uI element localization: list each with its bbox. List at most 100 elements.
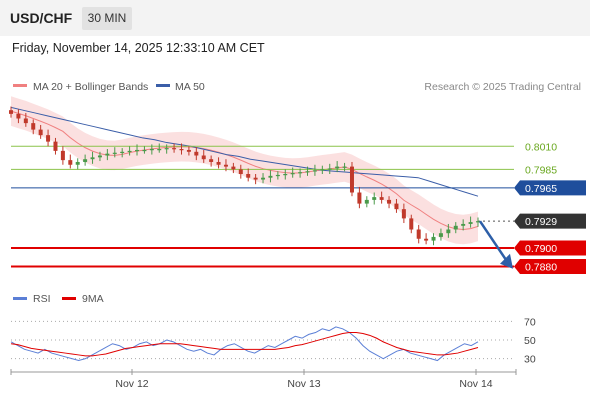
ma20-legend-swatch — [13, 84, 27, 87]
candle — [342, 162, 347, 172]
candle — [431, 233, 436, 246]
candle — [97, 151, 102, 162]
candle — [372, 192, 377, 205]
candle — [476, 217, 480, 227]
candle — [453, 222, 458, 234]
candle — [253, 174, 258, 185]
timeframe-button[interactable]: 30 MIN — [82, 7, 132, 30]
price-panel: 0.8010 0.7985 0.7965 0.7929 0.7900 0.7880 — [9, 96, 586, 274]
candle — [238, 164, 243, 179]
x-tick-label: Nov 14 — [459, 378, 492, 390]
price-legend: MA 20 + Bollinger Bands MA 50 Research ©… — [13, 81, 581, 93]
rsi-legend-swatch — [13, 297, 27, 300]
rsi-gridlines — [11, 320, 514, 360]
candle — [46, 129, 51, 147]
chart-header: USD/CHF 30 MIN — [0, 0, 590, 36]
timestamp-subtitle: Friday, November 14, 2025 12:33:10 AM CE… — [12, 41, 265, 55]
level-label-support: 0.7900 — [525, 243, 557, 255]
candle — [127, 146, 132, 156]
rsi-panel: 70 50 30 — [10, 316, 536, 366]
candle — [312, 164, 317, 176]
candle — [424, 233, 429, 245]
candle — [387, 196, 392, 209]
rsi-ma-line — [10, 332, 479, 357]
x-axis: Nov 12 Nov 13 Nov 14 — [10, 369, 517, 390]
candle — [461, 219, 466, 231]
level-lines — [11, 145, 514, 268]
candle — [142, 146, 147, 154]
candle — [298, 168, 303, 178]
candle — [135, 144, 140, 156]
x-tick-label: Nov 13 — [287, 378, 320, 390]
candle — [349, 161, 354, 197]
candle — [201, 149, 206, 163]
x-tick-label: Nov 12 — [115, 378, 148, 390]
candle — [112, 147, 117, 158]
candle — [409, 214, 414, 234]
x-tick-labels: Nov 12 Nov 13 Nov 14 — [115, 369, 493, 390]
ma50-legend-swatch — [156, 84, 170, 87]
candle — [446, 223, 451, 238]
candle — [275, 171, 280, 180]
level-tag-last: 0.7929 — [514, 213, 586, 229]
candle — [179, 143, 184, 155]
candle — [68, 154, 73, 169]
candle — [83, 154, 88, 166]
candle — [223, 159, 228, 172]
candle — [186, 146, 191, 156]
candle — [468, 216, 473, 228]
rsi-tick-label: 50 — [524, 335, 536, 347]
candle — [105, 149, 110, 161]
candle — [283, 169, 288, 180]
forecast-arrow — [478, 220, 513, 269]
level-label-support: 0.7880 — [525, 262, 557, 274]
candle — [194, 147, 199, 161]
candle — [216, 157, 221, 169]
bollinger-band — [11, 96, 478, 245]
level-label-pivot: 0.7965 — [525, 183, 557, 195]
level-label-resistance: 0.7985 — [525, 164, 557, 176]
level-label-last: 0.7929 — [525, 216, 557, 228]
candle — [231, 162, 236, 174]
candle — [16, 109, 21, 124]
candle — [209, 155, 214, 167]
candle — [327, 163, 332, 174]
candle — [149, 144, 154, 155]
candle — [364, 196, 369, 208]
candle — [120, 148, 125, 158]
candle — [172, 143, 177, 153]
candle — [379, 191, 384, 204]
candle — [60, 146, 65, 165]
candle — [305, 166, 310, 176]
candle — [53, 137, 58, 155]
level-tag-support: 0.7880 — [514, 259, 586, 274]
candle — [268, 170, 273, 183]
level-tag-pivot: 0.7965 — [514, 180, 586, 196]
candle — [164, 144, 169, 154]
level-label-resistance: 0.8010 — [525, 141, 557, 153]
candle — [75, 158, 80, 170]
candle — [394, 198, 399, 213]
candle — [157, 143, 162, 153]
candle — [23, 112, 28, 127]
candles — [9, 106, 480, 246]
candle — [9, 106, 13, 118]
candle — [38, 124, 43, 139]
candle — [246, 168, 251, 182]
ma9-legend-swatch — [62, 297, 76, 300]
ma50-line — [10, 106, 479, 197]
candle — [261, 173, 266, 184]
candle — [31, 119, 36, 135]
candle — [335, 161, 340, 173]
candle — [290, 167, 295, 178]
ma9-legend-label: 9MA — [82, 293, 104, 305]
candle — [438, 228, 443, 241]
rsi-tick-label: 30 — [524, 354, 536, 366]
symbol-title: USD/CHF — [10, 10, 73, 26]
rsi-legend-label: RSI — [33, 293, 51, 305]
ma20-legend-label: MA 20 + Bollinger Bands — [33, 81, 148, 93]
ma20-line — [10, 110, 479, 231]
candle — [357, 186, 362, 209]
level-labels: 0.8010 0.7985 0.7965 0.7929 0.7900 0.7880 — [514, 141, 586, 274]
